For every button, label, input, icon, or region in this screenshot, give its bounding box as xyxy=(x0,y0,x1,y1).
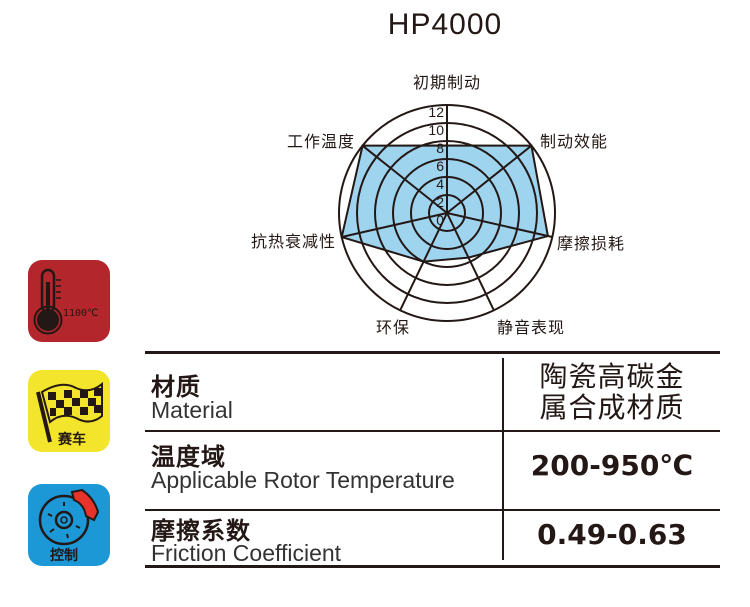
row-divider xyxy=(145,430,720,432)
spec-value-line: 陶瓷高碳金 xyxy=(539,360,685,393)
checkered-flag-icon: 赛车 xyxy=(36,381,103,448)
control-badge-text: 控制 xyxy=(50,547,78,564)
radar-axis-label: 抗热衰减性 xyxy=(251,232,336,251)
radar-axis xyxy=(446,212,553,239)
control-badge: 控制 xyxy=(28,484,110,566)
radar-axis xyxy=(399,212,448,311)
thermometer-icon: 1100℃ xyxy=(33,268,98,335)
column-divider xyxy=(502,358,504,560)
row-divider xyxy=(145,509,720,511)
table-top-border xyxy=(145,351,720,354)
temperature-badge-text: 1100℃ xyxy=(63,308,98,319)
spec-value-line: 属合成材质 xyxy=(539,391,685,424)
racing-badge: 赛车 xyxy=(28,370,110,452)
radar-axis-label: 摩擦损耗 xyxy=(557,234,625,253)
radar-axis xyxy=(446,144,533,214)
spec-label-cn: 摩擦系数 xyxy=(151,517,251,545)
brake-disc-icon: 控制 xyxy=(38,488,100,564)
temperature-badge: 1100℃ xyxy=(28,260,110,342)
radar-axis-label: 工作温度 xyxy=(287,132,355,151)
radar-axis xyxy=(446,212,495,311)
radar-tick-label: 2 xyxy=(436,194,444,210)
spec-label-cn: 温度域 xyxy=(151,443,226,471)
spec-value: 200-950℃ xyxy=(530,449,694,482)
radar-tick-label: 4 xyxy=(436,176,444,192)
product-title: HP4000 xyxy=(387,8,503,41)
radar-tick-label: 0 xyxy=(436,212,444,228)
table-bottom-border xyxy=(145,565,720,568)
radar-tick-label: 6 xyxy=(436,158,444,174)
radar-axis-label: 制动效能 xyxy=(540,132,608,151)
spec-label-en: Friction Coefficient xyxy=(151,540,342,566)
radar-axis-label: 静音表现 xyxy=(497,318,565,337)
radar-tick-label: 10 xyxy=(428,122,444,138)
spec-label-en: Applicable Rotor Temperature xyxy=(151,467,455,493)
spec-label-cn: 材质 xyxy=(151,373,201,401)
spec-value: 0.49-0.63 xyxy=(537,518,687,551)
spec-label-en: Material xyxy=(151,397,233,423)
radar-axis xyxy=(361,144,448,214)
racing-badge-text: 赛车 xyxy=(57,431,86,448)
radar-axis xyxy=(341,212,448,239)
radar-tick-label: 12 xyxy=(428,104,444,120)
radar-tick-label: 8 xyxy=(436,140,444,156)
radar-axis-label: 环保 xyxy=(376,318,410,337)
radar-axis-label: 初期制动 xyxy=(413,73,481,92)
